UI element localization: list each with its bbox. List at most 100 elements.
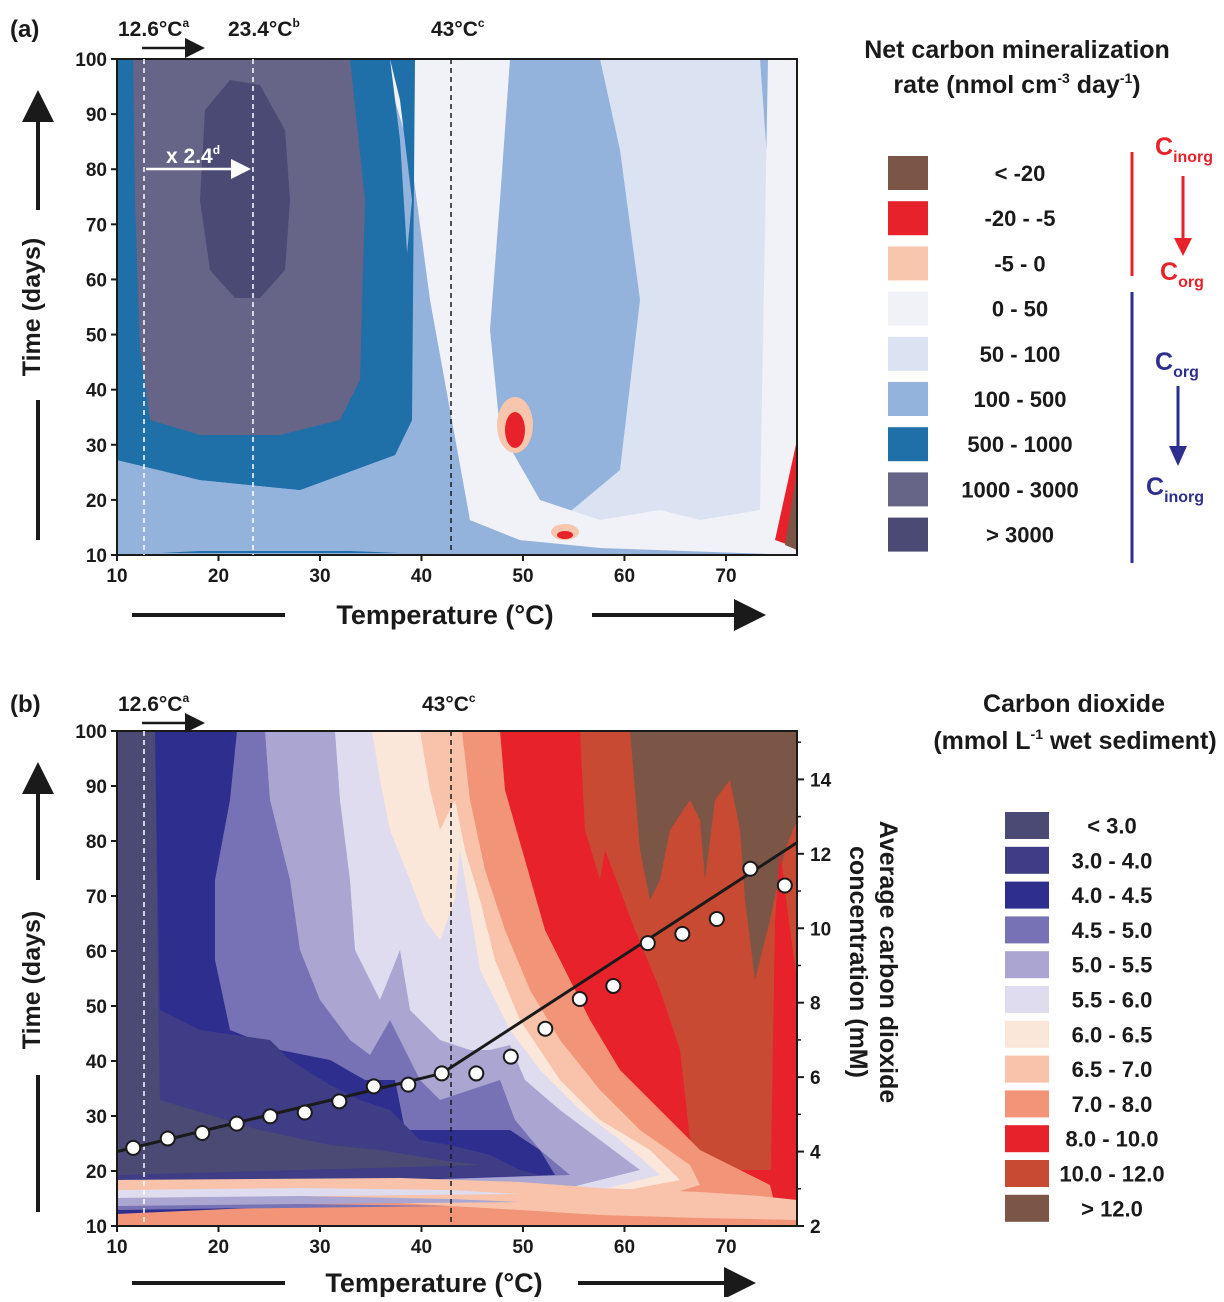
y-tick-label: 100 [75, 722, 107, 743]
y2-tick-label: 2 [810, 1217, 821, 1238]
x-tick-label: 70 [715, 1237, 736, 1258]
y-tick-label: 10 [86, 1217, 107, 1238]
y-tick-label: 30 [86, 436, 107, 457]
legend-swatch [1005, 1020, 1049, 1048]
panel-b-ticks: 10 20 30 40 50 60 70 10 20 30 40 50 60 70 80 90 100 2 4 6 8 1… [75, 722, 831, 1258]
c-org-bottom: Corg [1155, 348, 1199, 381]
panel-a-ticks: 10 20 30 40 50 60 70 10 20 30 40 50 60 70 80 90 100 [75, 50, 736, 587]
legend-a-title-1: Net carbon mineralization [864, 36, 1170, 64]
legend-swatch [888, 201, 928, 236]
legend-swatch [888, 427, 928, 462]
c-inorg-bottom: Cinorg [1146, 473, 1204, 506]
plot-b-frame [116, 730, 798, 1227]
legend-swatch [888, 246, 928, 281]
data-point [571, 990, 588, 1007]
legend-label: -20 - -5 [985, 206, 1056, 231]
annot-x2-4: x 2.4d [166, 143, 220, 168]
ylabel-a: Time (days) [18, 238, 46, 376]
legend-label: 7.0 - 8.0 [1072, 1092, 1153, 1117]
c-inorg-top: Cinorg [1155, 133, 1213, 166]
legend-b-title-1: Carbon dioxide [983, 690, 1165, 718]
co2-series [116, 841, 798, 1156]
legend-label: 5.5 - 6.0 [1072, 988, 1153, 1013]
legend-swatch [1005, 812, 1049, 839]
red-arrow-head [1174, 238, 1192, 256]
contour-base-cool-2 [117, 1196, 520, 1206]
x-tick-label: 20 [208, 566, 229, 587]
legend-label: > 3000 [986, 523, 1054, 548]
data-point [296, 1104, 313, 1121]
panel-a-contours [117, 59, 797, 555]
legend-swatch [1005, 1160, 1049, 1187]
legend-label: < -20 [995, 161, 1046, 186]
legend-label: 10.0 - 12.0 [1059, 1162, 1164, 1187]
y-tick-label: 10 [86, 546, 107, 567]
annot-43-b: 43°Cc [422, 691, 476, 716]
y-tick-label: 70 [86, 887, 107, 908]
data-point [331, 1093, 348, 1110]
x-tick-label: 10 [106, 566, 127, 587]
y-tick-label: 30 [86, 1107, 107, 1128]
plot-a-frame [116, 58, 798, 556]
legend-label: 0 - 50 [992, 297, 1048, 322]
x-tick-label: 50 [512, 1237, 533, 1258]
contour-500-1000-base [160, 551, 400, 553]
legend-swatch [1005, 1194, 1049, 1222]
panel-b-label: (b) [10, 691, 41, 718]
legend-swatch [1005, 1055, 1049, 1083]
data-point [159, 1130, 176, 1147]
legend-label: 500 - 1000 [967, 432, 1072, 457]
annot-43-a: 43°Cc [431, 16, 485, 41]
data-point [708, 910, 725, 927]
annot-23-4: 23.4°Cb [228, 16, 300, 41]
y-tick-label: 60 [86, 942, 107, 963]
y-tick-label: 90 [86, 105, 107, 126]
panel-b-contours [117, 731, 797, 1226]
y-tick-label: 20 [86, 491, 107, 512]
y2-tick-label: 14 [810, 770, 832, 791]
legend-swatch [888, 156, 928, 190]
x-tick-label: 20 [208, 1237, 229, 1258]
data-point [125, 1139, 142, 1156]
legend-label: 5.0 - 5.5 [1072, 953, 1153, 978]
y-tick-label: 60 [86, 270, 107, 291]
x-tick-label: 40 [411, 566, 432, 587]
x-tick-label: 40 [411, 1237, 432, 1258]
legend-label: > 12.0 [1081, 1196, 1143, 1221]
y-tick-label: 80 [86, 832, 107, 853]
legend-label: -5 - 0 [994, 251, 1045, 276]
y2label-b-1: Average carbon dioxide [874, 821, 902, 1104]
data-point [262, 1108, 279, 1125]
data-point [194, 1124, 211, 1141]
legend-swatch [888, 382, 928, 416]
panel-a-label: (a) [10, 16, 39, 43]
xlabel-a: Temperature (°C) [336, 600, 553, 630]
legend-label: 6.5 - 7.0 [1072, 1057, 1153, 1082]
x-tick-label: 60 [614, 1237, 635, 1258]
y-tick-label: 40 [86, 1052, 107, 1073]
legend-label: < 3.0 [1087, 814, 1137, 839]
y-tick-label: 70 [86, 215, 107, 236]
data-point [605, 977, 622, 994]
legend-label: 100 - 500 [974, 387, 1067, 412]
annot-12-6-b: 12.6°Ca [118, 691, 189, 716]
contour-8-10-b [770, 850, 797, 1226]
x-tick-label: 60 [614, 566, 635, 587]
annot-12-6-a: 12.6°Ca [118, 16, 189, 41]
contour-base-cool-4 [117, 1208, 250, 1214]
data-point [502, 1048, 519, 1065]
data-point [639, 935, 656, 952]
contour-base-cool-3 [117, 1204, 450, 1210]
legend-swatch [888, 472, 928, 507]
data-point [674, 925, 691, 942]
data-point [776, 877, 793, 894]
y2-tick-label: 6 [810, 1068, 821, 1089]
legend-label: 8.0 - 10.0 [1066, 1127, 1159, 1152]
legend-swatch [888, 336, 928, 371]
legend-swatch [1005, 1090, 1049, 1118]
c-org-top: Corg [1160, 258, 1204, 291]
contour-lt-3 [117, 731, 480, 1175]
legend-label: 4.5 - 5.0 [1072, 918, 1153, 943]
x-tick-label: 10 [106, 1237, 127, 1258]
y2-tick-label: 4 [810, 1143, 821, 1164]
